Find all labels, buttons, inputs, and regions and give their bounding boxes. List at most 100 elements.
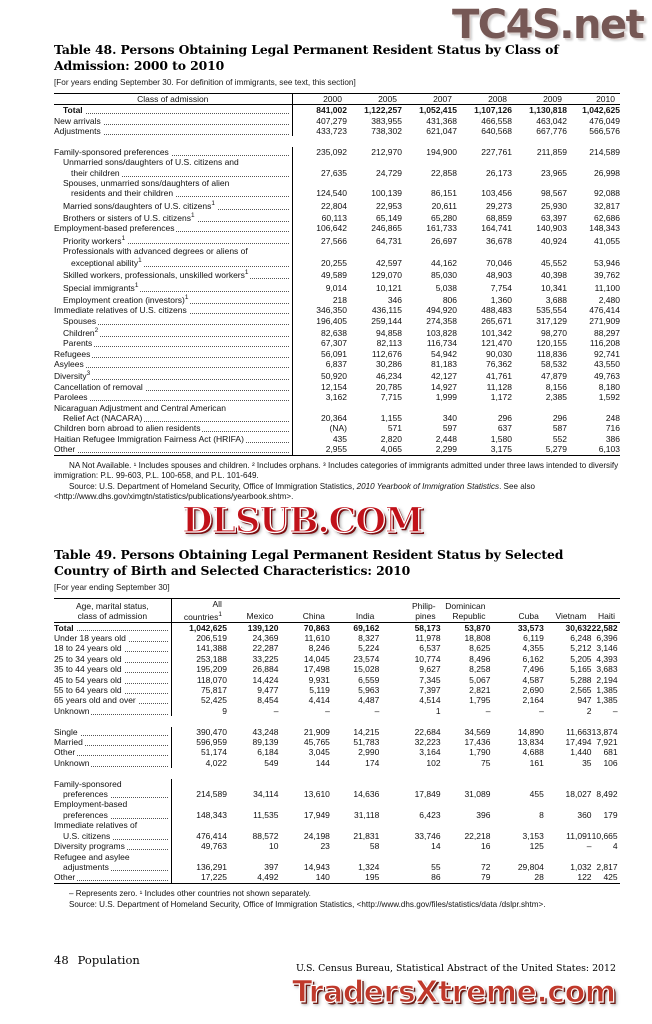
cell-value: 174 <box>365 757 380 768</box>
footnote-marker: 1 <box>244 269 249 277</box>
row-label-text: Diversity3 <box>54 370 93 382</box>
cell-value: 435 <box>291 433 347 445</box>
cell-value: – <box>612 705 618 716</box>
cell-value <box>618 852 620 862</box>
cell-value <box>544 852 592 862</box>
cell-value: 42,597 <box>376 258 402 269</box>
row-label-text: preferences <box>54 789 110 800</box>
table-row: Asylees 6,837 30,286 81,183 76,362 58,532 43,5… <box>54 359 620 370</box>
row-label: 65 years old and over <box>54 695 171 706</box>
table-row: Employment-based preferences 106,642 246,8… <box>54 223 620 234</box>
table-row: Single 390,470 43,248 21,909 14,215 22,684 34,… <box>54 726 620 738</box>
row-label: Unknown <box>54 757 171 768</box>
row-label: Employment creation (investors)1 <box>54 293 292 305</box>
row-label-text: U.S. citizens <box>54 830 113 841</box>
table-row: Other 17,225 4,492 140 195 86 79 28 122 425 <box>54 872 620 884</box>
cell-value: – <box>539 705 544 716</box>
row-label: preferences <box>54 789 171 800</box>
cell-value: 11,091 <box>566 830 592 841</box>
cell-value: 195,209 <box>170 664 227 675</box>
cell-value <box>278 820 329 830</box>
cell-value: 14 <box>431 841 441 852</box>
table49: Age, marital status, class of admission … <box>54 598 620 885</box>
cell-value: 9,931 <box>308 674 330 685</box>
row-label-text: Children born abroad to alien residents <box>54 423 203 434</box>
cell-value: 6,248 <box>570 632 592 643</box>
table49-col-haiti: Haiti <box>591 598 620 623</box>
table-row: their children 27,635 24,729 22,858 26,173 23… <box>54 167 620 179</box>
cell-value: 118,070 <box>170 674 227 686</box>
cell-value <box>402 403 457 413</box>
cell-value: 3,175 <box>490 444 512 455</box>
cell-value: 32,817 <box>594 200 620 211</box>
cell-value: 24,198 <box>303 830 330 841</box>
cell-value: 60,113 <box>291 211 347 224</box>
cell-value <box>379 779 440 789</box>
cell-value: 4,587 <box>522 674 544 685</box>
cell-value: – <box>273 705 279 716</box>
cell-value: 340 <box>442 413 457 424</box>
page-content: Table 48. Persons Obtaining Legal Perman… <box>54 0 620 910</box>
cell-value: 43,550 <box>594 359 620 370</box>
row-label: Employment-based preferences <box>54 223 292 234</box>
row-label-text: Spouses, unmarried sons/daughters of ali… <box>54 178 232 189</box>
table49-col-mexico: Mexico <box>226 598 279 623</box>
cell-value <box>618 737 620 747</box>
cell-value: 4,492 <box>257 872 279 883</box>
row-label: Diversity programs <box>54 841 171 852</box>
row-label: Refugees <box>54 348 292 359</box>
row-label: New arrivals <box>54 115 292 126</box>
cell-value: 407,279 <box>291 115 347 127</box>
cell-value <box>227 799 279 809</box>
cell-value: 571 <box>387 423 402 434</box>
cell-value: 1,360 <box>490 294 512 305</box>
cell-value: 360 <box>577 809 592 820</box>
cell-value: 8,156 <box>545 381 567 392</box>
row-label: Immediate relatives of <box>54 820 171 831</box>
row-label-text: 25 to 34 years old <box>54 653 124 664</box>
cell-value <box>402 178 457 188</box>
cell-value: 535,554 <box>536 305 567 316</box>
cell-value: 13,834 <box>517 737 544 748</box>
cell-value: 587 <box>552 423 567 434</box>
page-source-footer: U.S. Census Bureau, Statistical Abstract… <box>296 963 616 974</box>
cell-value: 5,165 <box>570 664 592 675</box>
cell-value: 195 <box>365 872 380 883</box>
cell-value: 106,642 <box>291 223 347 234</box>
cell-value: 9,477 <box>257 685 279 696</box>
table48-note-2: Source: U.S. Department of Homeland Secu… <box>54 482 620 503</box>
table-row: Other 2,955 4,065 2,299 3,175 5,279 6,103 <box>54 444 620 456</box>
cell-value <box>592 852 618 862</box>
table-row: Total 841,002 1,122,257 1,052,415 1,107,126 1… <box>54 104 620 116</box>
cell-value: 23,965 <box>541 167 567 178</box>
cell-value: 17,436 <box>464 737 491 748</box>
cell-value: 806 <box>442 294 457 305</box>
cell-value: 3,164 <box>419 747 441 758</box>
row-label: exceptional ability1 <box>54 256 292 269</box>
cell-value: 20,255 <box>291 256 347 269</box>
table-row: Total 1,042,625 139,120 70,863 69,162 58,173 5… <box>54 621 620 633</box>
cell-value: 386 <box>605 433 620 444</box>
cell-value: 92,088 <box>594 188 620 199</box>
cell-value <box>618 789 620 799</box>
cell-value: 466,558 <box>481 115 512 126</box>
cell-value: 17,225 <box>170 872 227 884</box>
cell-value: 10 <box>269 841 279 852</box>
cell-value <box>618 779 620 789</box>
row-label-text: their children <box>54 167 122 178</box>
table-row <box>54 136 620 146</box>
cell-value: 488,483 <box>481 305 512 316</box>
table48-title: Table 48. Persons Obtaining Legal Perman… <box>54 42 559 73</box>
cell-value: 26,998 <box>594 167 620 178</box>
cell-value: 17,849 <box>414 789 441 800</box>
leader-dots <box>54 356 289 358</box>
cell-value: 48,903 <box>486 270 512 281</box>
cell-value: 206,519 <box>170 632 227 644</box>
cell-value: 41,761 <box>486 371 512 382</box>
table-row: exceptional ability1 20,255 42,597 44,162 70… <box>54 256 620 269</box>
cell-value <box>618 841 620 851</box>
cell-value: 383,955 <box>371 115 402 126</box>
cell-value: 98,567 <box>541 188 567 199</box>
cell-value: 637 <box>497 423 512 434</box>
cell-value: 14,927 <box>431 381 457 392</box>
